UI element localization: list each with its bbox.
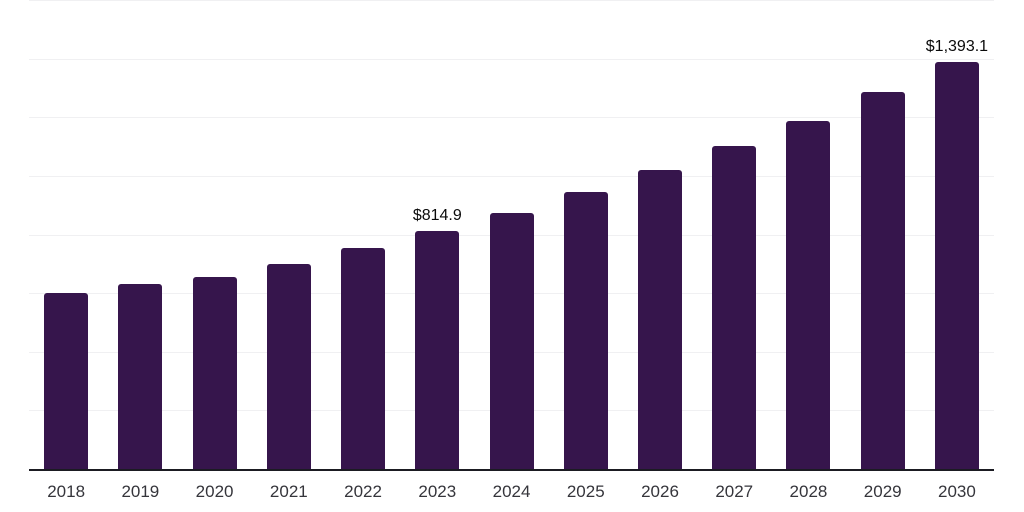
bar-2019[interactable]	[118, 284, 163, 470]
bar-2025[interactable]	[563, 192, 608, 470]
x-axis-label-2027: 2027	[715, 482, 754, 501]
bar-2020[interactable]	[192, 276, 237, 470]
gridline-1200	[29, 117, 994, 119]
bar-2024[interactable]	[489, 212, 534, 470]
bar-2030[interactable]	[934, 61, 979, 470]
x-axis-label-2029: 2029	[863, 482, 902, 501]
x-axis-label-2024: 2024	[492, 482, 531, 501]
bar-value-label-2030: $1,393.1	[925, 37, 989, 55]
x-axis-label-2030: 2030	[938, 482, 976, 501]
gridline-1000	[29, 175, 994, 177]
x-axis-label-2025: 2025	[566, 482, 605, 501]
x-axis-line	[29, 469, 994, 471]
bar-2026[interactable]	[637, 170, 682, 470]
bar-group-2020: 2020	[177, 1, 251, 500]
bar-group-2026: 2026	[623, 1, 697, 500]
bar-group-2019: 2019	[103, 1, 177, 500]
bar-2027[interactable]	[712, 146, 757, 470]
bar-group-2027: 2027	[697, 1, 771, 500]
x-axis-label-2020: 2020	[195, 482, 234, 501]
bar-2029[interactable]	[860, 92, 905, 470]
bar-group-2029: 2029	[846, 1, 920, 500]
bar-group-2021: 2021	[252, 1, 326, 500]
x-axis-label-2022: 2022	[344, 482, 382, 501]
x-axis-label-2023: 2023	[418, 482, 457, 501]
bar-2028[interactable]	[786, 120, 831, 470]
bar-group-2025: 2025	[549, 1, 623, 500]
x-axis-label-2028: 2028	[789, 482, 828, 501]
x-axis-label-2026: 2026	[641, 482, 679, 501]
bar-group-2024: 2024	[474, 1, 548, 500]
bar-group-2023: $814.9 2023	[400, 1, 474, 500]
bar-group-2028: 2028	[771, 1, 845, 500]
bar-bands: 2018 2019 2020 2021 2022 $814.9 2023 2024 2025 20…	[29, 1, 994, 500]
bar-2018[interactable]	[44, 292, 89, 470]
bar-group-2030: $1,393.1 2030	[920, 1, 994, 500]
plot-area: 2018 2019 2020 2021 2022 $814.9 2023 2024 2025 20…	[29, 0, 994, 500]
x-axis-label-2019: 2019	[121, 482, 160, 501]
gridline-1400	[29, 58, 994, 60]
bar-2023[interactable]	[415, 231, 460, 470]
bar-group-2018: 2018	[29, 1, 103, 500]
bar-2022[interactable]	[341, 248, 386, 470]
x-axis-label-2018: 2018	[47, 482, 86, 501]
x-axis-label-2021: 2021	[269, 482, 308, 501]
bar-value-label-2023: $814.9	[412, 207, 462, 225]
gridline-1600	[29, 0, 994, 1]
bar-group-2022: 2022	[326, 1, 400, 500]
bar-2021[interactable]	[266, 263, 311, 470]
